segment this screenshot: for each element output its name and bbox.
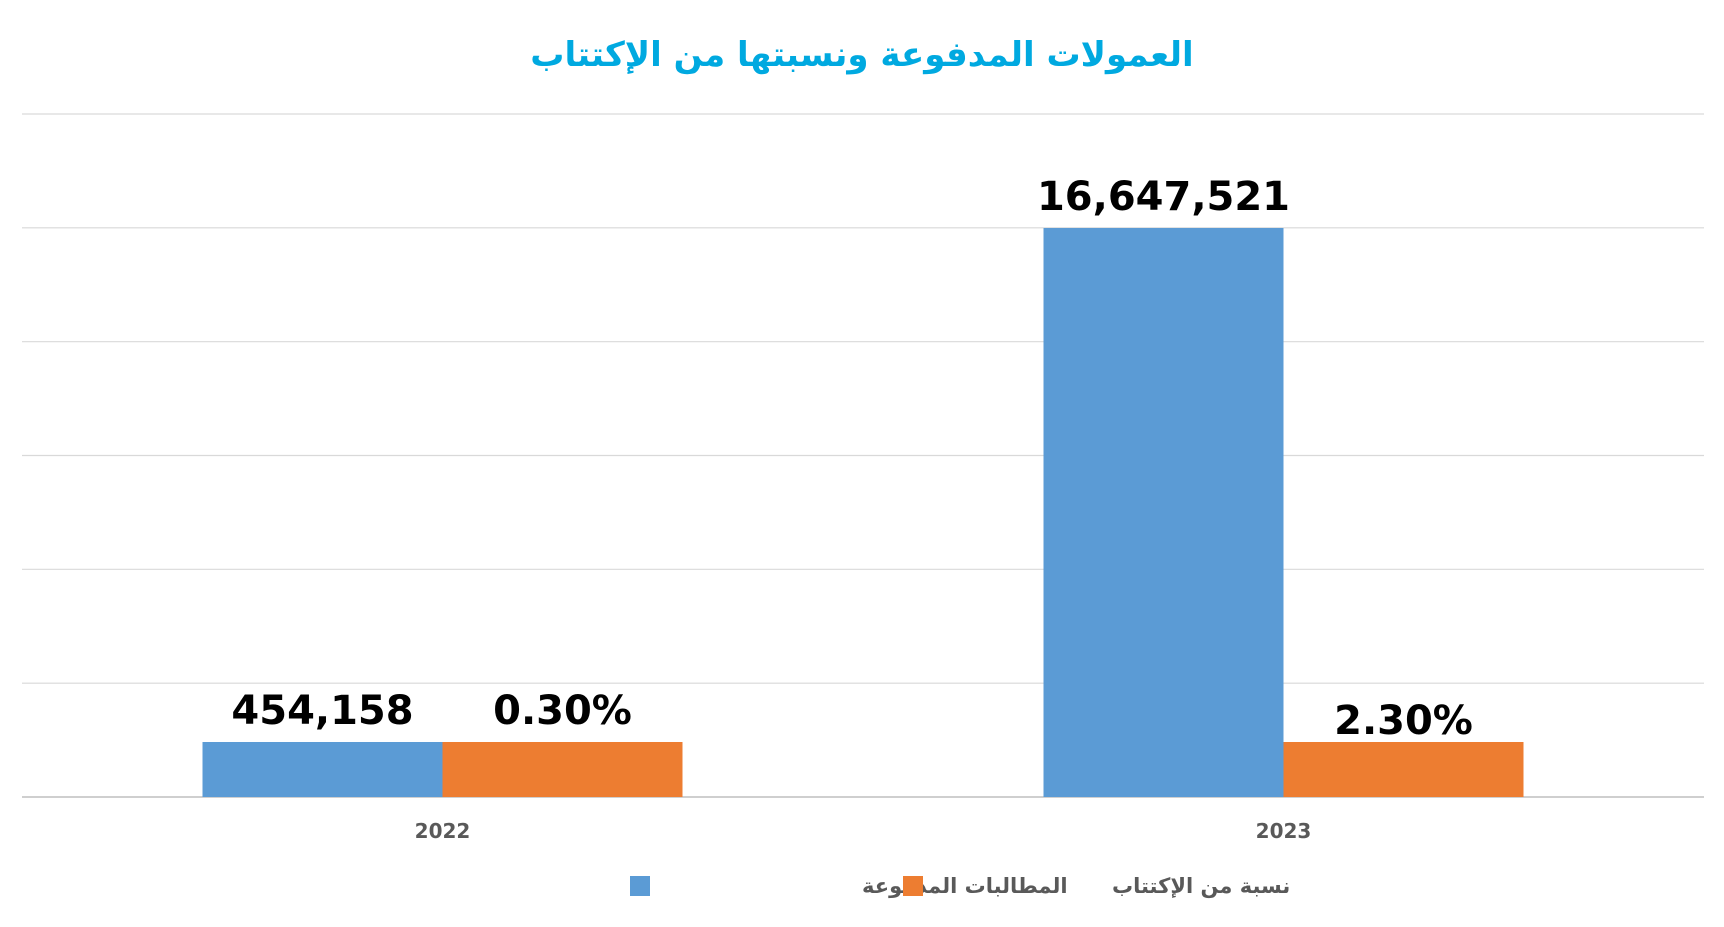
legend-label-1: المطالبات المدفوعة [862, 874, 1068, 898]
bar-نسبة-من-الإكتتاب-2023[interactable] [1283, 742, 1524, 797]
data-label-2023-series1: 16,647,521 [1037, 174, 1290, 220]
x-tick-label-2023: 2023 [1256, 819, 1312, 843]
bar-المطالبات-المدفوعة-2023[interactable] [1043, 228, 1284, 797]
bar-المطالبات-المدفوعة-2022[interactable] [202, 742, 443, 797]
bar-نسبة-من-الإكتتاب-2022[interactable] [442, 742, 683, 797]
bars [202, 228, 1524, 797]
data-label-2022-series1: 454,158 [231, 688, 413, 734]
legend-swatch-1 [630, 876, 650, 896]
data-labels: 454,158 0.30% 16,647,521 2.30% [231, 174, 1472, 744]
chart-title: العمولات المدفوعة ونسبتها من الإكتتاب [530, 35, 1193, 75]
data-label-2022-series2: 0.30% [493, 688, 632, 734]
x-tick-label-2022: 2022 [415, 819, 471, 843]
legend: المطالبات المدفوعة نسبة من الإكتتاب [630, 874, 1290, 898]
x-axis: 2022 2023 [415, 819, 1312, 843]
legend-swatch-2 [903, 876, 923, 896]
legend-label-2: نسبة من الإكتتاب [1112, 874, 1290, 898]
data-label-2023-series2: 2.30% [1334, 698, 1473, 744]
